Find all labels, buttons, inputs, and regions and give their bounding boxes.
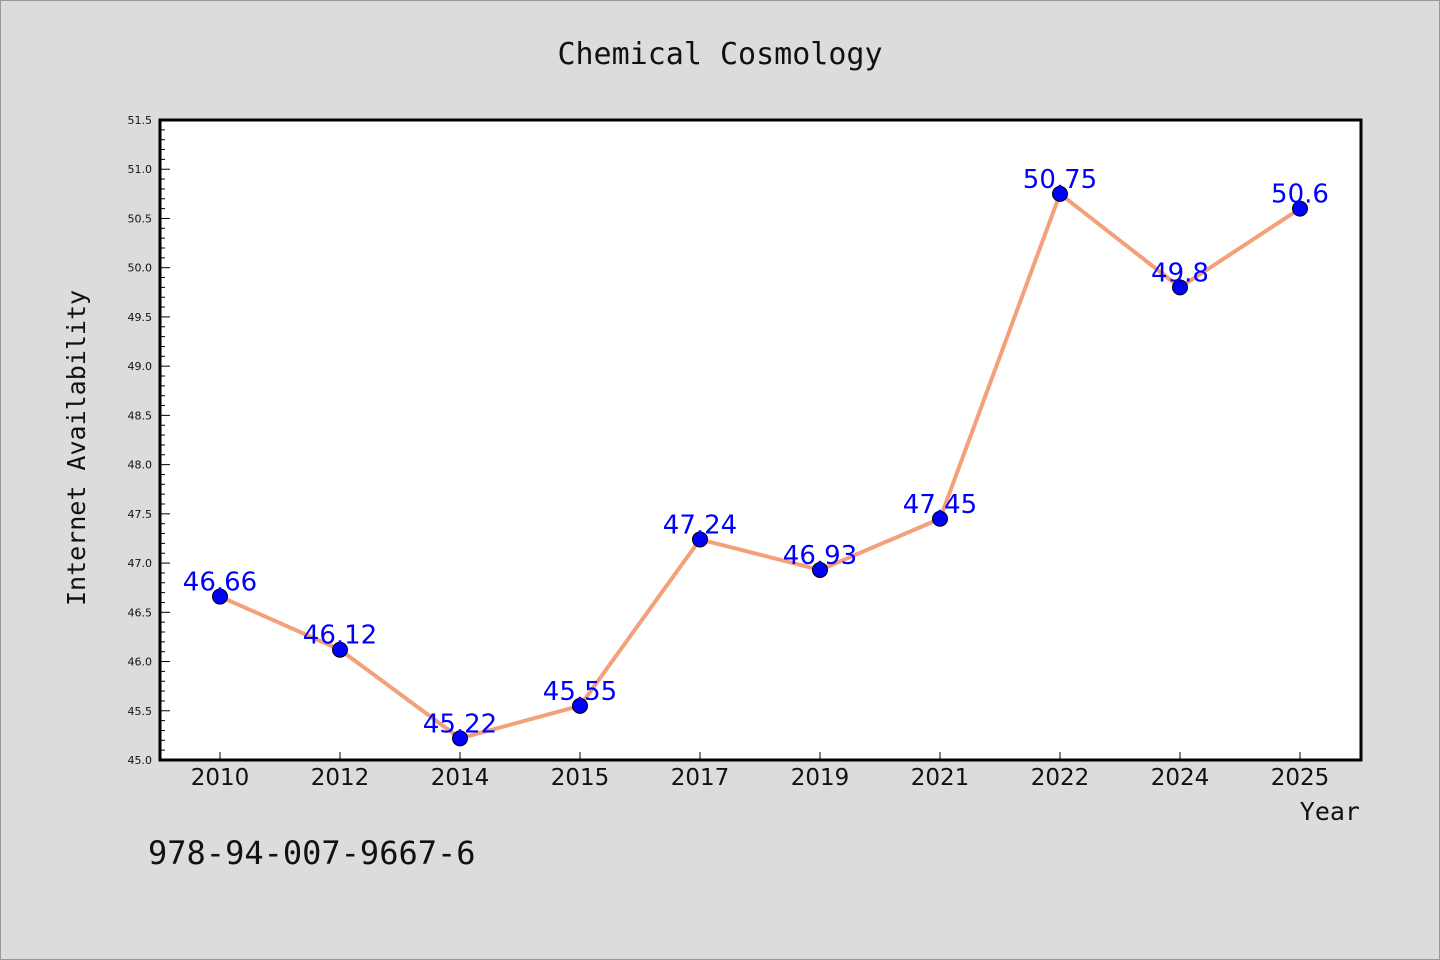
x-tick-label: 2017 xyxy=(671,765,730,791)
data-labels: 46.66 46.12 45.22 45.55 47.24 46.93 47.45 50.75… xyxy=(183,165,1329,739)
series-polyline xyxy=(218,191,1302,741)
y-tick-label: 46.5 xyxy=(128,606,153,619)
data-label: 46.93 xyxy=(783,541,857,571)
y-tick-label: 51.5 xyxy=(128,114,153,127)
x-tick-label: 2019 xyxy=(791,765,850,791)
x-axis: 2010 2012 2014 2015 2017 2019 2021 2022 2024 2025 xyxy=(191,752,1330,791)
y-tick-label: 46.0 xyxy=(128,656,153,669)
series-line xyxy=(218,191,1302,741)
x-tick-label: 2015 xyxy=(551,765,610,791)
x-tick-label: 2010 xyxy=(191,765,250,791)
y-tick-label: 48.0 xyxy=(128,459,153,472)
y-tick-label: 45.0 xyxy=(128,754,153,767)
series-markers xyxy=(212,185,1308,747)
x-tick-label: 2014 xyxy=(431,765,490,791)
data-point xyxy=(332,641,348,658)
y-axis-label: Internet Availability xyxy=(62,290,91,606)
x-tick-label: 2022 xyxy=(1031,765,1090,791)
y-tick-label: 50.5 xyxy=(128,212,153,225)
y-tick-label: 45.5 xyxy=(128,705,153,718)
x-axis-label: Year xyxy=(1300,797,1360,826)
data-point xyxy=(452,730,468,747)
y-tick-label: 50.0 xyxy=(128,262,153,275)
data-label: 46.12 xyxy=(303,621,377,651)
data-label: 47.24 xyxy=(663,510,737,540)
x-tick-label: 2021 xyxy=(911,765,970,791)
data-label: 50.6 xyxy=(1271,180,1329,210)
data-label: 45.55 xyxy=(543,677,617,707)
isbn-text: 978-94-007-9667-6 xyxy=(148,834,476,872)
y-axis: 45.0 45.5 46.0 46.5 47.0 47.5 48.0 48.5 49.0 49.5… xyxy=(128,114,170,767)
chart-title: Chemical Cosmology xyxy=(557,37,882,72)
data-label: 46.66 xyxy=(183,568,257,598)
x-tick-label: 2024 xyxy=(1151,765,1210,791)
data-point xyxy=(1292,200,1308,217)
data-point xyxy=(212,588,228,605)
data-point xyxy=(1052,185,1068,202)
data-point xyxy=(572,697,588,714)
data-label: 47.45 xyxy=(903,490,977,520)
data-point xyxy=(692,531,708,548)
data-label: 45.22 xyxy=(423,709,497,739)
y-tick-label: 47.5 xyxy=(128,508,153,521)
x-tick-label: 2012 xyxy=(311,765,370,791)
data-point xyxy=(1172,279,1188,296)
y-tick-label: 47.0 xyxy=(128,557,153,570)
data-point xyxy=(932,510,948,527)
y-tick-label: 48.5 xyxy=(128,409,153,422)
y-tick-label: 49.5 xyxy=(128,311,153,324)
y-tick-label: 49.0 xyxy=(128,360,153,373)
data-label: 50.75 xyxy=(1023,165,1097,195)
x-tick-label: 2025 xyxy=(1271,765,1330,791)
data-label: 49.8 xyxy=(1151,258,1209,288)
y-tick-label: 51.0 xyxy=(128,163,153,176)
data-point xyxy=(812,561,828,578)
plot-area xyxy=(160,120,1361,760)
plot-border xyxy=(158,118,1363,762)
